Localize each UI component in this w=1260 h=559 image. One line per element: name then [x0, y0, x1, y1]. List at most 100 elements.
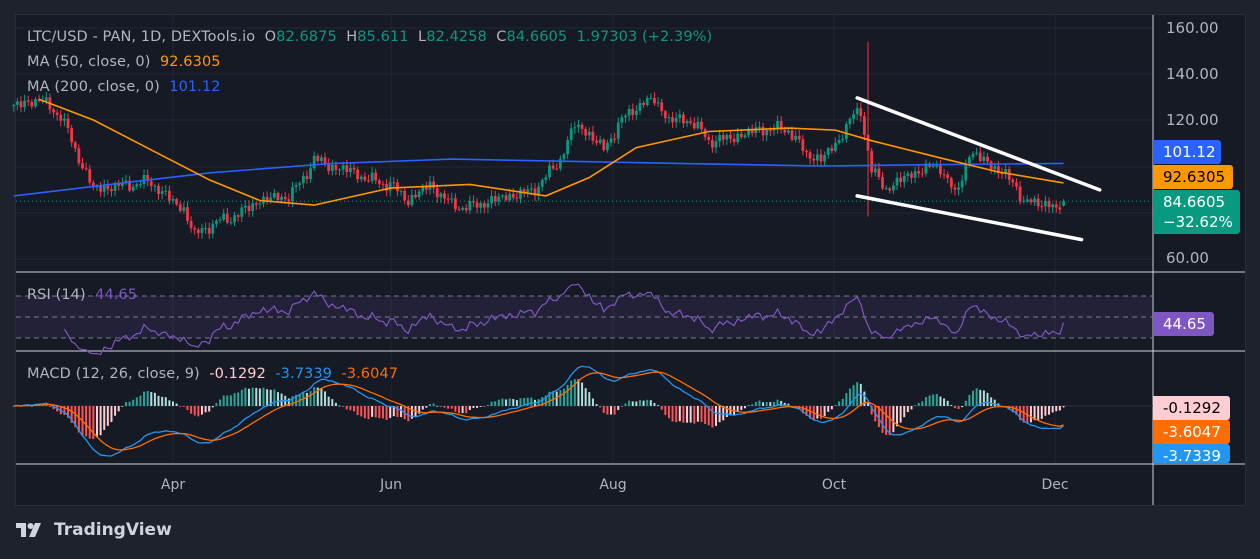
macd-legend[interactable]: MACD (12, 26, close, 9) -0.1292 -3.7339 … [27, 366, 398, 382]
macd-histogram-bar [1029, 406, 1032, 423]
macd-histogram-bar [932, 394, 935, 406]
y-tick-label: 60.00 [1166, 249, 1209, 267]
candle-body [566, 140, 569, 155]
candle-body [584, 128, 588, 136]
candle-body [902, 175, 906, 183]
candle-body [696, 121, 700, 129]
tradingview-wordmark: TradingView [54, 520, 172, 540]
symbol-label: LTC/USD - PAN, 1D, DEXTools.io [27, 29, 256, 45]
candle-body [207, 228, 211, 234]
macd-histogram-bar [736, 406, 739, 412]
candle-body [982, 156, 986, 161]
macd-histogram-bar [772, 401, 775, 406]
candle-body [106, 185, 110, 190]
candle-body [102, 185, 106, 192]
candle-body [468, 201, 472, 211]
candle-body [598, 139, 602, 143]
macd-histogram-bar [1051, 406, 1054, 413]
candle-body [193, 228, 197, 230]
candle-body [23, 100, 26, 108]
macd-histogram-bar [917, 402, 920, 406]
candle-body [117, 182, 121, 186]
candle-body [175, 199, 179, 205]
candle-body [609, 138, 613, 143]
macd-histogram-bar [208, 406, 211, 412]
macd-histogram-bar [541, 397, 544, 406]
macd-histogram-bar [392, 406, 395, 417]
macd-histogram-bar [982, 390, 985, 406]
macd-histogram-bar [483, 406, 486, 407]
candle-body [320, 157, 323, 162]
candle-body [479, 203, 483, 208]
ma200-legend[interactable]: MA (200, close, 0) 101.12 [27, 79, 221, 95]
macd-histogram-bar [363, 406, 366, 419]
candle-body [729, 134, 732, 139]
candle-body [139, 184, 142, 186]
candle-body [385, 184, 388, 191]
macd-histogram-bar [472, 406, 475, 408]
macd-histogram-bar [233, 393, 236, 406]
macd-histogram-bar [143, 391, 146, 406]
candle-body [200, 228, 204, 233]
macd-histogram-bar [418, 406, 421, 414]
macd-histogram-bar [215, 403, 218, 406]
macd-histogram-bar [490, 401, 493, 406]
candle-body [280, 196, 283, 201]
rsi-legend[interactable]: RSI (14) 44.65 [27, 287, 137, 303]
macd-histogram-bar [367, 406, 370, 420]
macd-histogram-bar [801, 406, 804, 414]
candle-body [569, 128, 573, 141]
candle-body [1004, 169, 1007, 174]
macd-histogram-bar [653, 402, 656, 406]
candle-body [425, 186, 428, 190]
macd-histogram-bar [780, 400, 783, 406]
candle-body [671, 117, 674, 123]
macd-histogram-bar [132, 399, 135, 406]
macd-histogram-bar [63, 406, 66, 416]
ma50-legend[interactable]: MA (50, close, 0) 92.6305 [27, 54, 221, 70]
macd-histogram-bar [320, 387, 323, 406]
candle-body [725, 134, 729, 140]
candle-body [551, 165, 555, 169]
candle-body [403, 190, 407, 201]
candle-body [81, 163, 84, 169]
macd-histogram-bar [638, 400, 641, 406]
macd-histogram-bar [620, 405, 623, 407]
candle-body [577, 124, 580, 128]
macd-histogram-bar [852, 385, 855, 406]
macd-histogram-bar [751, 404, 754, 406]
macd-histogram-bar [591, 398, 594, 406]
candle-body [761, 126, 765, 136]
macd-histogram-bar [74, 406, 77, 427]
candle-body [160, 191, 164, 195]
candle-body [797, 135, 801, 140]
candle-body [1044, 200, 1047, 207]
candle-body [196, 229, 200, 233]
macd-histogram-bar [845, 393, 848, 406]
macd-histogram-bar [226, 395, 229, 406]
candle-body [486, 203, 490, 208]
macd-histogram-bar [765, 401, 768, 406]
macd-histogram-bar [686, 406, 689, 423]
macd-histogram-bar [548, 391, 551, 406]
candle-body [678, 114, 682, 119]
close-label: C [496, 29, 507, 45]
candle-body [19, 101, 23, 108]
macd-histogram-bar [921, 401, 924, 406]
candle-body [548, 165, 551, 178]
candle-body [642, 102, 645, 106]
macd-histogram-bar [682, 406, 685, 423]
candle-body [910, 173, 913, 178]
candle-body [602, 139, 606, 151]
macd-histogram-bar [581, 382, 584, 406]
candle-body [595, 140, 598, 143]
candle-body [743, 135, 747, 138]
candle-body [330, 164, 334, 171]
tradingview-logo[interactable]: TradingView [16, 520, 172, 540]
candle-body [891, 185, 895, 191]
macd-histogram-bar [624, 403, 627, 406]
macd-histogram-bar [816, 406, 819, 419]
macd-histogram-bar [530, 397, 533, 406]
candle-body [707, 136, 711, 140]
